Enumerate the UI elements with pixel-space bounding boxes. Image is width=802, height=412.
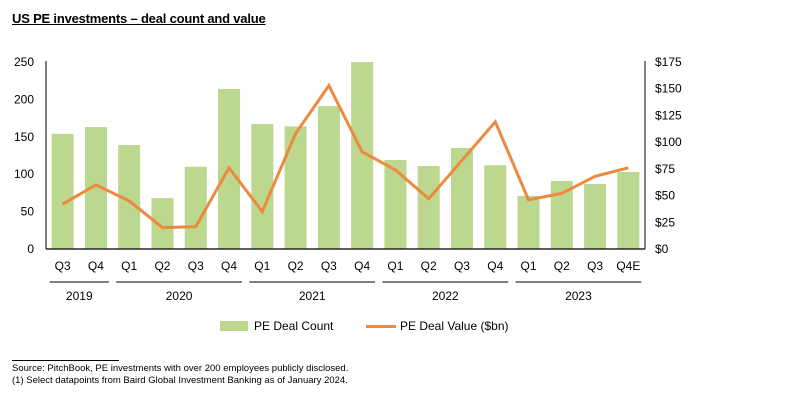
footnote-divider	[12, 360, 119, 361]
bar-6	[251, 124, 274, 249]
left-tick-label: 50	[21, 205, 35, 219]
bar-9	[351, 62, 374, 249]
bar-1	[84, 127, 107, 249]
right-tick-label: $150	[655, 82, 682, 96]
x-tick-label: Q2	[154, 259, 170, 273]
bar-2	[118, 145, 141, 249]
right-tick-label: $25	[655, 215, 675, 229]
year-label: 2020	[166, 289, 193, 303]
legend-swatch-line	[366, 324, 396, 328]
bar-10	[384, 159, 407, 249]
x-tick-label: Q4	[88, 259, 104, 273]
x-tick-label: Q3	[55, 259, 71, 273]
bar-13	[484, 165, 507, 249]
axes: 0 50 100 150 200 250 $0 $25 $50 $75 $100 $125 $150 $1…	[14, 55, 682, 256]
line-series	[61, 82, 629, 230]
left-tick-label: 0	[27, 242, 34, 256]
source-note: Source: PitchBook, PE investments with o…	[12, 363, 349, 374]
chart: 0 50 100 150 200 250 $0 $25 $50 $75 $100 $125 $150 $1…	[14, 55, 682, 303]
year-label: 2021	[299, 289, 326, 303]
x-tick-label: Q4	[221, 259, 237, 273]
right-tick-label: $75	[655, 162, 675, 176]
x-tick-label: Q4E	[616, 259, 640, 273]
year-label: 2023	[565, 289, 592, 303]
year-label: 2019	[66, 289, 93, 303]
x-tick-label: Q4	[354, 259, 370, 273]
right-tick-label: $125	[655, 108, 682, 122]
left-tick-label: 250	[14, 55, 34, 69]
x-tick-label: Q4	[487, 259, 503, 273]
right-tick-label: $100	[655, 135, 682, 149]
bar-12	[450, 148, 473, 249]
x-tick-label: Q2	[554, 259, 570, 273]
x-tick-label: Q1	[387, 259, 403, 273]
deal-value-line	[61, 82, 629, 230]
bar-8	[317, 106, 340, 249]
legend-swatch-bar	[220, 321, 248, 331]
x-tick-label: Q3	[454, 259, 470, 273]
right-tick-label: $0	[655, 242, 669, 256]
right-tick-label: $175	[655, 55, 682, 69]
x-tick-label: Q1	[254, 259, 270, 273]
year-label: 2022	[432, 289, 459, 303]
bar-17	[617, 171, 640, 249]
legend: PE Deal Count PE Deal Value ($bn)	[0, 319, 802, 339]
x-tick-label: Q2	[421, 259, 437, 273]
bar-series	[51, 62, 640, 249]
left-tick-label: 100	[14, 167, 34, 181]
footnote-1: (1) Select datapoints from Baird Global …	[12, 375, 348, 386]
x-tick-label: Q3	[188, 259, 204, 273]
bar-16	[584, 183, 607, 249]
x-tick-label: Q3	[587, 259, 603, 273]
x-tick-label: Q1	[521, 259, 537, 273]
bar-15	[550, 180, 573, 249]
x-tick-label: Q3	[321, 259, 337, 273]
left-tick-label: 150	[14, 130, 34, 144]
legend-label: PE Deal Count	[254, 319, 334, 333]
chart-title: US PE investments – deal count and value	[12, 11, 266, 26]
bar-3	[151, 198, 174, 249]
bar-0	[51, 133, 74, 249]
x-tick-label: Q1	[121, 259, 137, 273]
x-axis-labels: Q3 Q4 Q1 Q2 Q3 Q4 Q1 Q2 Q3 Q4 Q1 Q2 Q3 Q4 Q1 Q2 Q3 Q4E 201…	[49, 259, 642, 303]
x-tick-label: Q2	[288, 259, 304, 273]
bar-11	[417, 165, 440, 249]
right-tick-label: $50	[655, 189, 675, 203]
legend-label: PE Deal Value ($bn)	[400, 319, 509, 333]
bar-7	[284, 126, 307, 249]
bar-14	[517, 195, 540, 249]
legend-item-deal-count: PE Deal Count	[220, 319, 333, 333]
left-tick-label: 200	[14, 92, 34, 106]
legend-item-deal-value: PE Deal Value ($bn)	[366, 319, 509, 333]
bar-4	[184, 166, 207, 249]
